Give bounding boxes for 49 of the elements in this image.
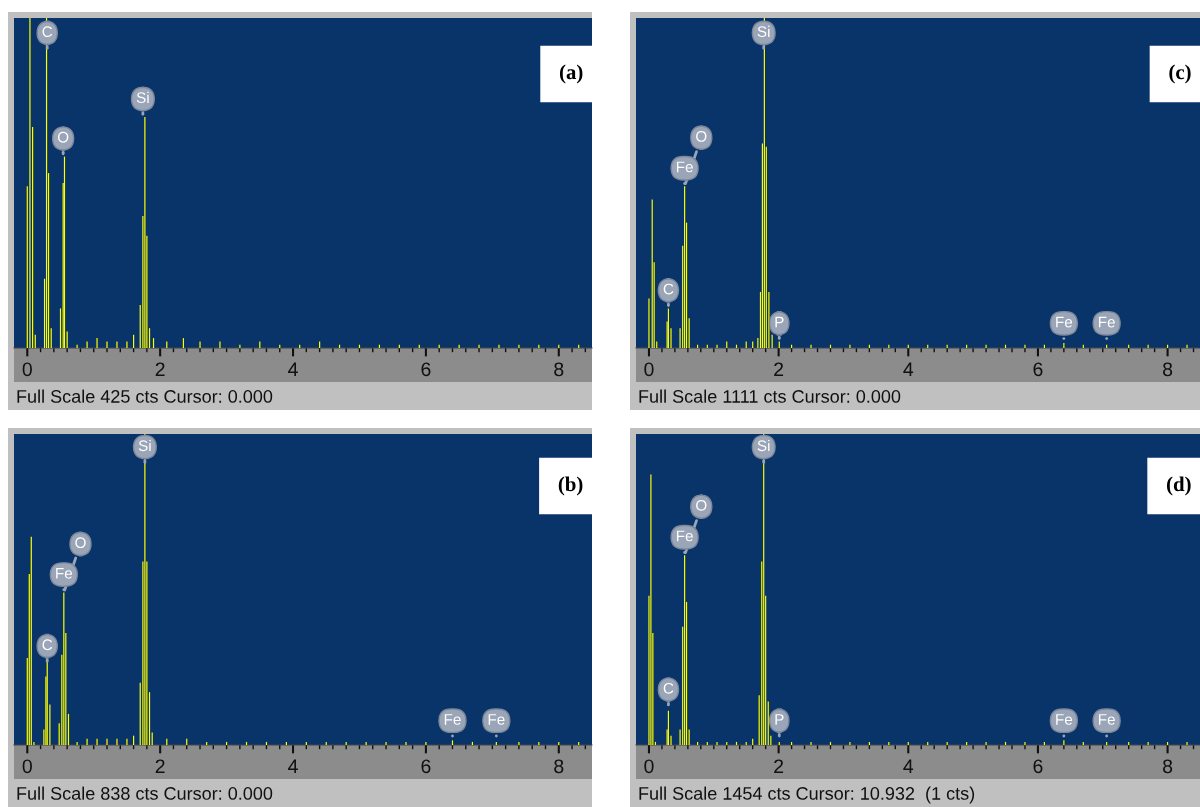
text: (b) <box>558 476 583 496</box>
x-tick-label: 2 <box>774 759 784 773</box>
x-tick-label: 4 <box>903 362 914 376</box>
annotation: C <box>663 682 674 694</box>
x-tick-label: 8 <box>1163 759 1173 774</box>
annotation: Si <box>136 91 149 104</box>
annotation: Fe <box>444 714 461 725</box>
x-tick-label: 2 <box>155 759 165 773</box>
text: Full Scale 838 cts Cursor: 0.000 <box>17 786 273 800</box>
x-tick-label: 0 <box>644 759 654 774</box>
annotation: Fe <box>1098 316 1115 328</box>
annotation: Fe <box>488 714 505 725</box>
x-tick-label: 4 <box>903 759 914 773</box>
x-tick-label: 8 <box>554 362 564 377</box>
annotation: C <box>663 283 674 295</box>
x-tick-label: 0 <box>22 362 32 377</box>
text: (c) <box>1169 64 1191 84</box>
text: (a) <box>559 64 583 84</box>
x-tick-label: 0 <box>644 362 654 377</box>
text: Full Scale 1454 cts Cursor: 10.932 (1 cts) <box>639 786 975 804</box>
x-tick-label: 6 <box>421 759 431 774</box>
annotation: P <box>775 714 784 725</box>
annotation: O <box>75 537 86 549</box>
annotation: Fe <box>56 567 73 579</box>
x-tick-label: 6 <box>421 362 431 377</box>
annotation: O <box>696 130 707 142</box>
x-tick-label: 4 <box>288 362 298 376</box>
x-tick-label: 8 <box>554 759 564 774</box>
annotation: Fe <box>1098 714 1115 725</box>
annotation: C <box>42 639 53 651</box>
annotation: Fe <box>1056 714 1073 725</box>
annotation: Fe <box>1056 316 1073 328</box>
x-tick-label: 4 <box>288 759 298 773</box>
x-tick-label: 2 <box>155 362 165 376</box>
x-tick-label: 6 <box>1033 362 1043 377</box>
x-tick-label: 0 <box>22 759 32 774</box>
annotation: Si <box>757 25 770 38</box>
annotation: P <box>775 316 784 328</box>
x-tick-label: 8 <box>1163 362 1173 377</box>
text: Full Scale 1111 cts Cursor: 0.000 <box>639 389 901 403</box>
annotation: Si <box>138 439 151 452</box>
x-tick-label: 6 <box>1033 759 1043 774</box>
text: (d) <box>1167 476 1191 496</box>
annotation: C <box>42 26 53 38</box>
text: Full Scale 425 cts Cursor: 0.000 <box>17 389 273 403</box>
annotation: O <box>57 131 69 143</box>
annotation: Si <box>757 439 770 452</box>
annotation: O <box>696 499 707 511</box>
x-tick-label: 2 <box>774 362 784 376</box>
